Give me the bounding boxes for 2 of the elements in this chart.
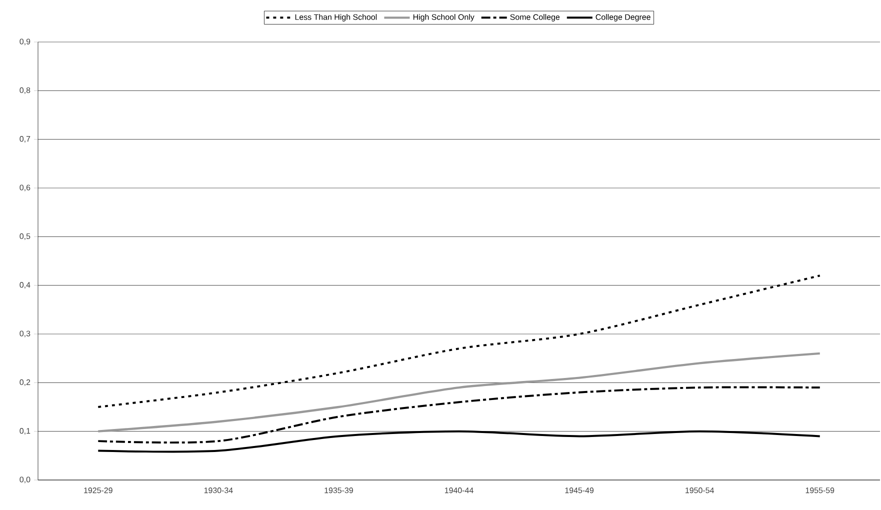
line-series — [97, 274, 821, 408]
line-series — [97, 352, 821, 432]
